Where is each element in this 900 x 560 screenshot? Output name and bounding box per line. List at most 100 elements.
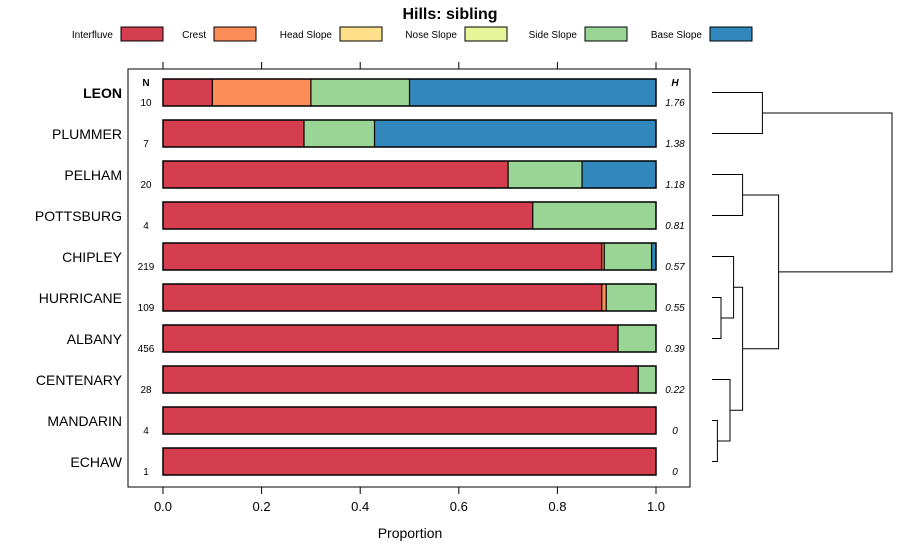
n-value: 10 — [140, 98, 152, 109]
h-value: 1.76 — [665, 98, 685, 109]
bar-segment — [163, 325, 619, 352]
row-label: ALBANY — [67, 331, 123, 347]
dendrogram — [712, 92, 893, 462]
bar-row: CENTENARY 28 0.22 — [36, 365, 685, 396]
row-label: LEON — [83, 85, 122, 101]
n-value: 456 — [138, 344, 155, 355]
bar-segment — [303, 120, 375, 147]
bar-segment — [601, 284, 607, 311]
bar-outline — [162, 406, 657, 435]
bar-row: MANDARIN 4 0 — [47, 406, 678, 437]
tick-label: 1.0 — [647, 499, 665, 514]
bar-outline — [162, 283, 657, 312]
bar-segment — [163, 243, 602, 270]
bar-segment — [163, 202, 533, 229]
legend-label: Head Slope — [280, 30, 333, 41]
legend-label: Base Slope — [651, 30, 703, 41]
bar-row: ECHAW 1 0 — [70, 447, 678, 478]
bar-outline — [162, 160, 657, 189]
bar-segment — [163, 407, 656, 434]
bar-segment — [638, 366, 656, 393]
h-value: 0.57 — [665, 262, 685, 273]
row-label: CENTENARY — [36, 372, 123, 388]
bar-segment — [508, 161, 583, 188]
h-value: 0.55 — [665, 303, 685, 314]
bar-row: PELHAM 20 1.18 — [64, 160, 685, 191]
row-label: MANDARIN — [47, 413, 122, 429]
bar-segment — [163, 448, 656, 475]
legend: Interfluve Crest Head Slope Nose Slope Side … — [72, 26, 753, 42]
row-label: PLUMMER — [52, 126, 122, 142]
dendrogram-branch — [742, 194, 780, 350]
bar-segment — [532, 202, 656, 229]
bar-outline — [162, 324, 657, 353]
h-value: 0.39 — [665, 344, 685, 355]
tick-label: 0.2 — [253, 499, 271, 514]
bar-segment — [212, 79, 311, 106]
bar-segment — [618, 325, 656, 352]
bar-segment — [601, 243, 605, 270]
h-value: 0.81 — [665, 221, 684, 232]
bar-segment — [606, 284, 656, 311]
bar-row: HURRICANE 109 0.55 — [39, 283, 685, 314]
legend-swatch — [709, 26, 753, 42]
bar-segment — [163, 284, 602, 311]
tick-label: 0.6 — [450, 499, 468, 514]
legend-swatch — [213, 26, 257, 42]
bar-segment — [374, 120, 656, 147]
tick-label: 0.4 — [351, 499, 369, 514]
dendrogram-branch — [712, 420, 718, 462]
tick-label: 0.8 — [548, 499, 566, 514]
plot-frame — [127, 68, 691, 488]
n-value: 28 — [140, 385, 152, 396]
row-label: POTTSBURG — [35, 208, 122, 224]
bar-outline — [162, 78, 657, 107]
bar-segment — [163, 366, 639, 393]
bar-row: CHIPLEY 219 0.57 — [62, 242, 685, 273]
legend-label: Nose Slope — [405, 30, 457, 41]
legend-label: Side Slope — [529, 30, 578, 41]
n-value: 4 — [143, 221, 149, 232]
bar-outline — [162, 201, 657, 230]
h-value: 1.38 — [665, 139, 685, 150]
row-label: HURRICANE — [39, 290, 122, 306]
row-label: CHIPLEY — [62, 249, 123, 265]
h-value: 0.22 — [665, 385, 685, 396]
dendrogram-branch — [712, 256, 735, 319]
bar-segment — [163, 120, 304, 147]
legend-swatch — [120, 26, 164, 42]
legend-swatch — [464, 26, 508, 42]
n-value: 219 — [138, 262, 155, 273]
n-value: 20 — [140, 180, 152, 191]
x-axis: 0.0 0.2 0.4 0.6 0.8 1.0 — [154, 62, 665, 514]
bar-outline — [162, 242, 657, 271]
bar-segment — [163, 161, 509, 188]
bar-segment — [604, 243, 652, 270]
h-value: 0 — [672, 467, 678, 478]
dendrogram-branch — [762, 112, 893, 273]
bar-segment — [409, 79, 656, 106]
bar-row: ALBANY 456 0.39 — [67, 324, 685, 355]
bar-outline — [162, 119, 657, 148]
dendrogram-branch — [712, 92, 763, 134]
chart-title: Hills: sibling — [402, 6, 497, 23]
h-value: 1.18 — [665, 180, 685, 191]
legend-swatch — [339, 26, 383, 42]
bar-row: PLUMMER 7 1.38 — [52, 119, 685, 150]
dendrogram-branch — [712, 297, 722, 339]
n-value: 109 — [138, 303, 155, 314]
legend-swatch — [584, 26, 628, 42]
bar-row: POTTSBURG 4 0.81 — [35, 201, 685, 232]
tick-label: 0.0 — [154, 499, 172, 514]
bar-segment — [163, 79, 213, 106]
n-column-header: N — [142, 78, 149, 89]
dendrogram-branch — [730, 286, 744, 411]
h-value: 0 — [672, 426, 678, 437]
bar-outline — [162, 447, 657, 476]
n-value: 4 — [143, 426, 149, 437]
bar-row: LEON 10 1.76 — [83, 78, 685, 109]
bar-outline — [162, 365, 657, 394]
n-value: 7 — [143, 139, 149, 150]
